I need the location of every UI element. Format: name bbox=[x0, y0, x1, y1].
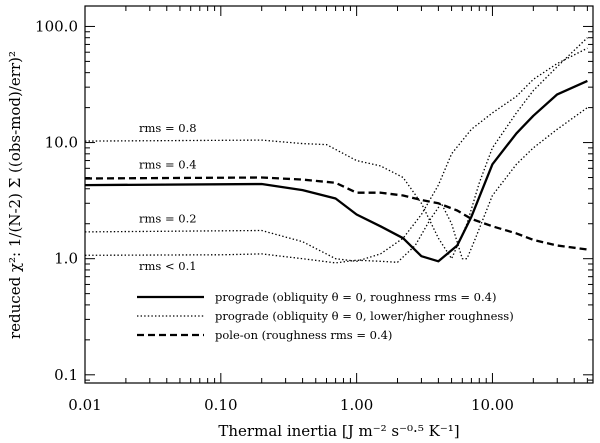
x-tick-label: 0.01 bbox=[68, 396, 101, 414]
series-line-4-dotted bbox=[84, 107, 588, 264]
series-line-5-dashed bbox=[84, 176, 588, 251]
legend-label: prograde (obliquity θ = 0, roughness rms… bbox=[215, 290, 496, 304]
y-tick-label: 1.0 bbox=[54, 250, 78, 268]
series-line-2-dotted bbox=[84, 37, 588, 260]
x-tick-label: 1.00 bbox=[340, 396, 373, 414]
ticks-layer: 0.01 0.10 1.00 10.00 0.1 1.0 10.0 100.0 bbox=[35, 6, 593, 414]
x-tick-label: 10.00 bbox=[471, 396, 514, 414]
rms-annotation: rms < 0.1 bbox=[139, 259, 197, 273]
x-axis-label: Thermal inertia [J m⁻² s⁻⁰·⁵ K⁻¹] bbox=[218, 422, 459, 440]
series-line-3-dotted bbox=[84, 47, 588, 262]
y-tick-label: 10.0 bbox=[45, 134, 78, 152]
y-axis-label: reduced χ²: 1/(N-2) Σ ((obs-mod)/err)² bbox=[6, 51, 24, 339]
legend-label: pole-on (roughness rms = 0.4) bbox=[215, 328, 392, 342]
plot-frame bbox=[84, 5, 594, 384]
legend-label: prograde (obliquity θ = 0, lower/higher … bbox=[215, 309, 514, 323]
rms-annotation: rms = 0.2 bbox=[139, 211, 197, 225]
series-line-1-solid bbox=[84, 79, 588, 263]
y-tick-label: 100.0 bbox=[35, 17, 78, 35]
rms-annotation: rms = 0.4 bbox=[139, 157, 197, 171]
y-tick-label: 0.1 bbox=[54, 366, 78, 384]
annotation-layer: rms = 0.8 rms = 0.4 rms = 0.2 rms < 0.1 bbox=[139, 121, 197, 273]
legend: prograde (obliquity θ = 0, roughness rms… bbox=[137, 290, 514, 342]
series-layer bbox=[84, 37, 588, 264]
rms-annotation: rms = 0.8 bbox=[139, 121, 197, 135]
x-tick-label: 0.10 bbox=[204, 396, 237, 414]
